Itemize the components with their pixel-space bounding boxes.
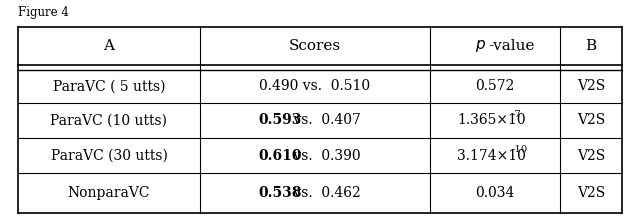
Text: ParaVC ( 5 utts): ParaVC ( 5 utts) xyxy=(52,80,165,93)
Text: 0.034: 0.034 xyxy=(476,186,515,200)
Text: 0.490 vs.  0.510: 0.490 vs. 0.510 xyxy=(259,80,371,93)
Text: Scores: Scores xyxy=(289,39,341,53)
Text: vs.  0.407: vs. 0.407 xyxy=(289,114,361,128)
Text: vs.  0.390: vs. 0.390 xyxy=(289,149,360,162)
Text: -10: -10 xyxy=(512,145,528,154)
Text: A: A xyxy=(104,39,115,53)
Text: 0.538: 0.538 xyxy=(258,186,301,200)
Text: ParaVC (10 utts): ParaVC (10 utts) xyxy=(51,114,168,128)
Text: -value: -value xyxy=(488,39,534,53)
Text: NonparaVC: NonparaVC xyxy=(68,186,150,200)
Text: 0.572: 0.572 xyxy=(476,80,515,93)
Text: -7: -7 xyxy=(512,110,522,119)
Text: ParaVC (30 utts): ParaVC (30 utts) xyxy=(51,149,168,162)
Text: 0.593: 0.593 xyxy=(258,114,301,128)
Text: V2S: V2S xyxy=(577,114,605,128)
Text: 3.174×10: 3.174×10 xyxy=(457,149,526,162)
Text: Figure 4: Figure 4 xyxy=(18,6,69,19)
Text: V2S: V2S xyxy=(577,186,605,200)
Text: B: B xyxy=(586,39,596,53)
Text: vs.  0.462: vs. 0.462 xyxy=(289,186,361,200)
Text: 1.365×10: 1.365×10 xyxy=(457,114,525,128)
Text: V2S: V2S xyxy=(577,80,605,93)
Text: V2S: V2S xyxy=(577,149,605,162)
Text: $p$: $p$ xyxy=(476,38,486,54)
Text: 0.610: 0.610 xyxy=(258,149,301,162)
